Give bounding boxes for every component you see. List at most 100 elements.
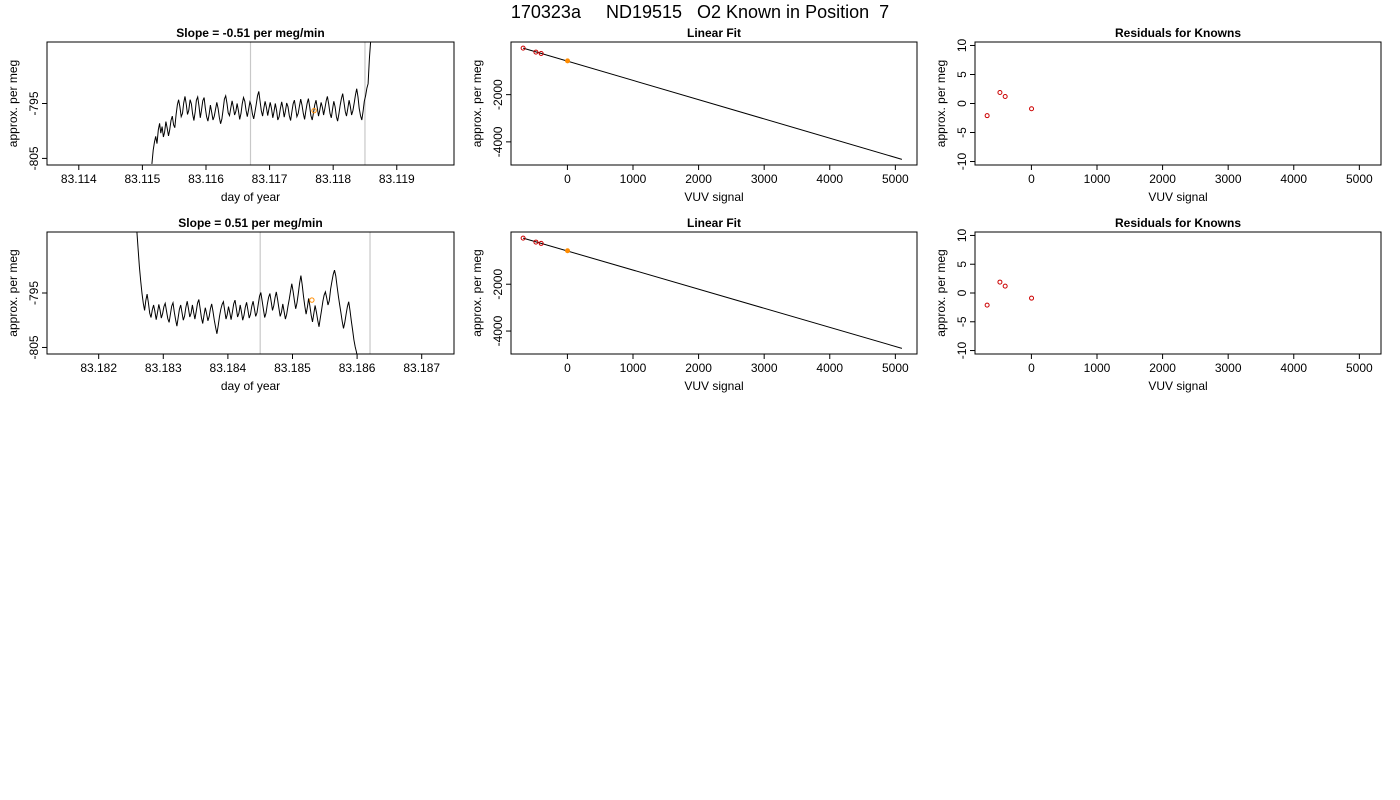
x-tick-label: 0 <box>564 361 571 375</box>
known-point <box>538 51 544 57</box>
y-tick-label: -795 <box>27 91 41 115</box>
x-tick-label: 3000 <box>751 361 778 375</box>
x-axis-label: day of year <box>221 190 280 204</box>
known-point <box>520 45 526 51</box>
x-tick-label: 2000 <box>685 172 712 186</box>
x-tick-label: 83.185 <box>274 361 311 375</box>
plot-frame <box>974 231 1382 355</box>
y-tick-label: -2000 <box>491 269 505 300</box>
chart-panel-4: Slope = 0.51 per meg/min 83.182 83.183 83.1… <box>6 216 455 393</box>
x-tick-label: 5000 <box>882 172 909 186</box>
chart-title: Linear Fit <box>687 26 741 40</box>
chart-title: Slope = -0.51 per meg/min <box>176 26 324 40</box>
known-point <box>997 89 1003 95</box>
x-axis-label: VUV signal <box>684 379 743 393</box>
chart-panel-6: Residuals for Knowns 0 1000 2000 3000 4000 500… <box>934 216 1382 393</box>
y-axis-label: approx. per meg <box>934 249 948 336</box>
known-point <box>984 113 990 119</box>
plot-area <box>136 232 358 354</box>
x-tick-label: 4000 <box>816 361 843 375</box>
x-tick-label: 1000 <box>1084 361 1111 375</box>
y-tick-label: -5 <box>955 127 969 138</box>
x-tick-label: 0 <box>564 172 571 186</box>
chart-panel-3: Residuals for Knowns 0 1000 2000 3000 4000 500… <box>934 26 1382 204</box>
chart-panel-2: Linear Fit 0 1000 2000 3000 4000 5000 -4000 -200… <box>470 26 918 204</box>
y-tick-label: 5 <box>955 261 969 268</box>
plot-area <box>984 279 1035 308</box>
plot-area <box>520 235 903 349</box>
chart-title: Linear Fit <box>687 216 741 230</box>
known-point <box>984 302 990 308</box>
main-title: 170323a ND19515 O2 Known in Position 7 <box>510 2 890 22</box>
y-tick-label: 10 <box>955 228 969 242</box>
x-tick-label: 2000 <box>1149 172 1176 186</box>
x-axis-label: VUV signal <box>684 190 743 204</box>
y-axis-label: approx. per meg <box>6 60 20 147</box>
y-tick-label: -10 <box>955 153 969 171</box>
plot-frame <box>974 41 1382 166</box>
plot-frame <box>510 41 918 166</box>
y-tick-label: -10 <box>955 342 969 360</box>
y-axis-label: approx. per meg <box>470 249 484 336</box>
y-axis-label: approx. per meg <box>934 60 948 147</box>
y-tick-label: -805 <box>27 146 41 170</box>
chart-panel-1: Slope = -0.51 per meg/min 83.114 83.115 83.… <box>6 26 455 204</box>
x-tick-label: 83.115 <box>124 172 160 186</box>
chart-title: Residuals for Knowns <box>1115 26 1241 40</box>
plot-frame <box>510 231 918 355</box>
x-tick-label: 83.119 <box>379 172 415 186</box>
x-tick-label: 2000 <box>685 361 712 375</box>
sample-point <box>565 58 571 64</box>
x-tick-label: 83.116 <box>188 172 224 186</box>
y-tick-label: -4000 <box>491 315 505 346</box>
x-tick-label: 83.183 <box>145 361 182 375</box>
fit-line <box>522 237 903 349</box>
y-tick-label: -2000 <box>491 79 505 110</box>
plot-area <box>520 45 903 160</box>
series-line <box>136 232 358 354</box>
x-tick-label: 0 <box>1028 172 1035 186</box>
plot-area <box>984 89 1035 119</box>
chart-title: Slope = 0.51 per meg/min <box>178 216 322 230</box>
known-point <box>997 279 1003 285</box>
sample-point <box>565 248 571 254</box>
x-axis-label: VUV signal <box>1148 379 1207 393</box>
x-tick-label: 83.114 <box>61 172 97 186</box>
x-tick-label: 5000 <box>882 361 909 375</box>
x-tick-label: 1000 <box>1084 172 1111 186</box>
x-axis-label: day of year <box>221 379 280 393</box>
x-tick-label: 83.117 <box>252 172 288 186</box>
sample-marker <box>311 107 317 114</box>
x-tick-label: 4000 <box>1280 361 1307 375</box>
y-axis-label: approx. per meg <box>470 60 484 147</box>
x-tick-label: 83.182 <box>80 361 117 375</box>
known-point <box>533 239 539 245</box>
x-tick-label: 83.187 <box>403 361 440 375</box>
chart-panel-5: Linear Fit 0 1000 2000 3000 4000 5000 -4000 -200… <box>470 216 918 393</box>
y-tick-label: 0 <box>955 289 969 296</box>
known-point <box>533 49 539 55</box>
x-tick-label: 3000 <box>751 172 778 186</box>
x-tick-label: 4000 <box>816 172 843 186</box>
x-tick-label: 4000 <box>1280 172 1307 186</box>
y-tick-label: -795 <box>27 281 41 305</box>
y-tick-label: -805 <box>27 335 41 359</box>
y-tick-label: -4000 <box>491 126 505 157</box>
known-point <box>520 235 526 241</box>
known-point <box>538 240 544 246</box>
y-axis-label: approx. per meg <box>6 249 20 336</box>
series-line <box>151 42 372 164</box>
known-point <box>1029 295 1035 301</box>
chart-title: Residuals for Knowns <box>1115 216 1241 230</box>
y-tick-label: 5 <box>955 71 969 78</box>
x-axis-label: VUV signal <box>1148 190 1207 204</box>
x-tick-label: 83.184 <box>210 361 247 375</box>
fit-line <box>522 47 903 160</box>
x-tick-label: 1000 <box>620 172 647 186</box>
x-tick-label: 5000 <box>1346 361 1373 375</box>
y-tick-label: 0 <box>955 100 969 107</box>
y-tick-label: 10 <box>955 38 969 52</box>
known-point <box>1029 106 1035 112</box>
x-tick-label: 83.186 <box>339 361 376 375</box>
